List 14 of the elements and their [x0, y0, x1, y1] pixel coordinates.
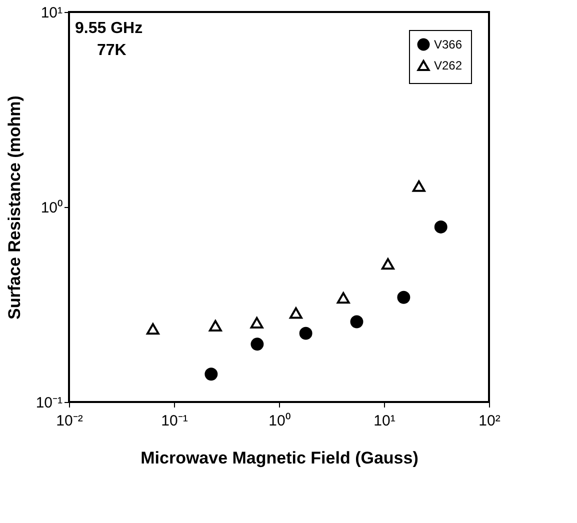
x-tick-label: 10⁻¹ [161, 412, 188, 430]
y-tick-label: 10⁰ [40, 200, 62, 216]
x-tick-label: 10¹ [374, 412, 396, 430]
legend-label: V366 [434, 38, 462, 52]
legend-label: V262 [434, 58, 462, 72]
x-tick-label: 10⁰ [268, 412, 290, 430]
annotation: 9.55 GHz [75, 20, 143, 37]
y-axis-title: Surface Resistance (mohm) [4, 96, 24, 320]
x-tick-label: 10² [478, 412, 500, 430]
x-tick-label: 10⁻² [56, 412, 83, 430]
y-tick-label: 10⁻¹ [36, 394, 62, 412]
y-tick-label: 10¹ [40, 4, 62, 22]
x-axis-title: Microwave Magnetic Field (Gauss) [140, 448, 418, 468]
annotation: 77K [97, 42, 127, 59]
